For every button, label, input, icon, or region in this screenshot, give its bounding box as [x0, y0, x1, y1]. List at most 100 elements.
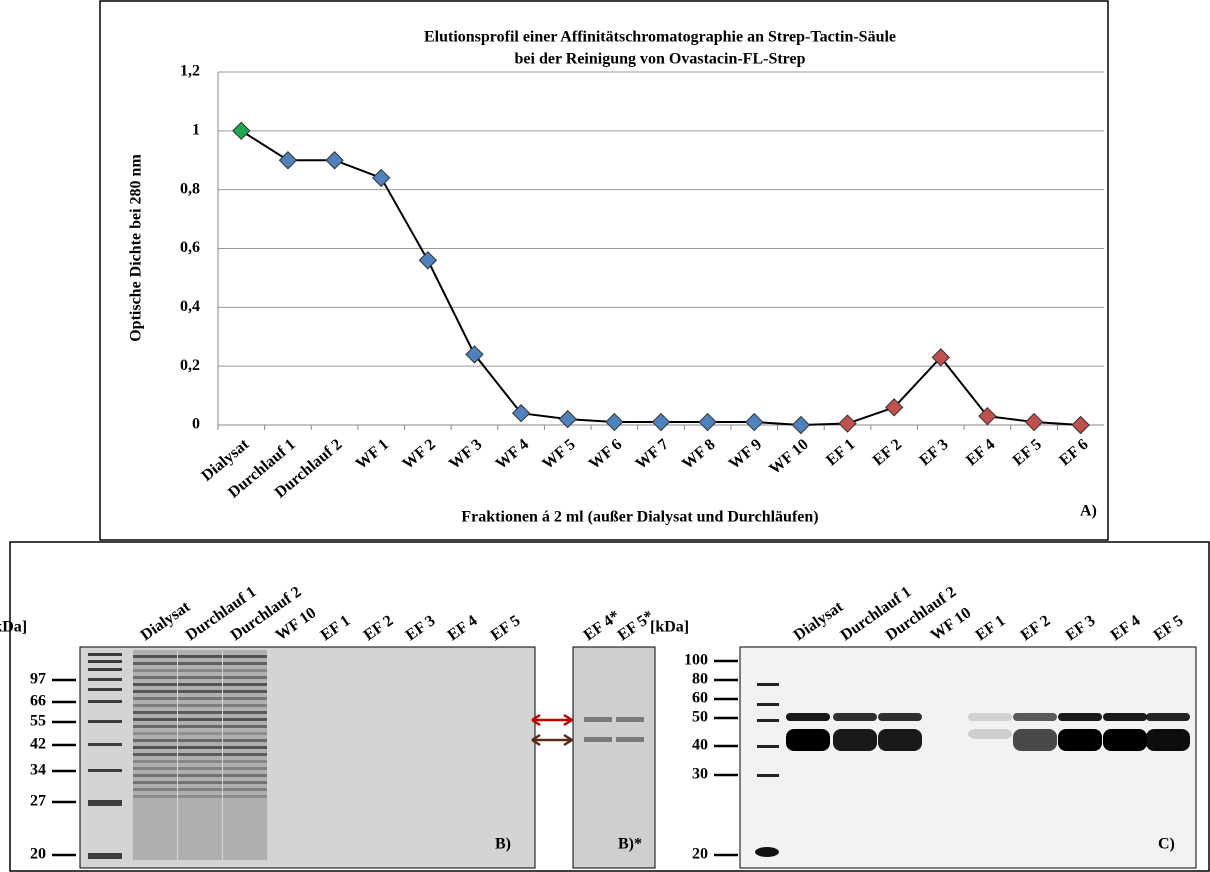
data-point [232, 121, 251, 141]
gel-band [133, 732, 177, 735]
marker-label: 100 [684, 652, 708, 669]
gel-band [88, 769, 122, 772]
x-tick-label: WF 8 [679, 436, 718, 473]
gel-band [1103, 713, 1147, 721]
gel-band [223, 662, 267, 665]
gel-band [223, 739, 267, 742]
gel-band [223, 767, 267, 770]
y-tick-label: 0,4 [180, 298, 200, 315]
gel-band [178, 760, 222, 763]
lane-label: EF 2 [1018, 612, 1054, 644]
gel-band [133, 774, 177, 777]
gel-band [223, 788, 267, 791]
lane-label: EF 5 [1151, 612, 1187, 644]
x-tick-label: WF 10 [766, 436, 812, 478]
x-tick-label: WF 6 [586, 436, 625, 473]
gel-band [178, 781, 222, 784]
gel-band [1058, 713, 1102, 721]
gel-band [88, 668, 122, 671]
marker-label: 27 [30, 793, 46, 810]
lane-label: Dialysat [791, 598, 847, 644]
panel-label: A) [1080, 503, 1097, 520]
gel-band [133, 753, 177, 756]
gel-band [968, 729, 1012, 739]
marker-label: 40 [692, 737, 708, 754]
x-tick-label: WF 9 [726, 436, 765, 473]
lane-label: EF 4* [581, 607, 623, 644]
marker-label: 60 [692, 690, 708, 707]
gel-band [223, 676, 267, 679]
gel-unit: [kDa] [0, 619, 27, 636]
gel-image [572, 646, 656, 869]
gel-band [133, 725, 177, 728]
marker-label: 97 [30, 671, 46, 688]
marker-label: 42 [30, 736, 46, 753]
lane-label: Dialysat [138, 598, 194, 644]
gel-band [1146, 729, 1190, 751]
x-tick-label: EF 4 [963, 436, 998, 470]
x-tick-label: WF 1 [353, 436, 392, 473]
gel-band [786, 729, 830, 751]
panel-label: C) [1158, 836, 1175, 853]
gel-band [757, 683, 779, 686]
gel-band [178, 739, 222, 742]
data-point [651, 412, 671, 432]
gel-band [178, 767, 222, 770]
x-tick-label: EF 5 [1010, 436, 1045, 470]
gel-band [616, 717, 644, 722]
data-point [278, 151, 298, 170]
gel-band [133, 746, 177, 749]
gel-band [1103, 729, 1147, 751]
x-tick-label: WF 2 [399, 436, 438, 473]
gel-band [178, 669, 222, 672]
data-point [978, 406, 997, 426]
gel-band [88, 700, 122, 703]
data-point [1024, 412, 1044, 432]
gel-band [88, 853, 122, 859]
gel-band [1146, 713, 1190, 721]
lane-label: EF 5 [488, 612, 524, 644]
x-tick-label: EF 3 [916, 436, 951, 470]
marker-label: 20 [30, 846, 46, 863]
gel-band [133, 795, 177, 798]
gel-band [178, 746, 222, 749]
gel-band [178, 711, 222, 714]
gel-band [178, 732, 222, 735]
gel-band [133, 697, 177, 700]
lane-label: EF 1 [973, 612, 1009, 644]
lane-label: EF 4 [445, 612, 481, 644]
gel-band [178, 704, 222, 707]
y-tick-label: 0,8 [180, 180, 200, 197]
panel-label: B)* [618, 836, 642, 853]
x-tick-label: WF 4 [493, 436, 532, 473]
gel-band [616, 737, 644, 742]
y-tick-label: 0 [192, 416, 200, 433]
panel-bc-frame [9, 541, 1210, 872]
gel-band [223, 718, 267, 721]
gel-band [1013, 729, 1057, 751]
gel-band [833, 729, 877, 751]
marker-label: 20 [692, 846, 708, 863]
gel-band [133, 683, 177, 686]
x-tick-label: EF 1 [823, 436, 858, 470]
marker-label: 30 [692, 766, 708, 783]
lane-label: EF 1 [318, 612, 354, 644]
gel-band [178, 753, 222, 756]
gel-band [88, 720, 122, 723]
gel-band [223, 655, 267, 658]
gel-band [757, 774, 779, 777]
gel-band [178, 718, 222, 721]
gel-band [223, 669, 267, 672]
gel-band [223, 774, 267, 777]
data-point [558, 409, 577, 429]
marker-label: 34 [30, 762, 46, 779]
y-tick-label: 0,2 [180, 357, 200, 374]
gel-band [88, 660, 122, 663]
gel-band [178, 655, 222, 658]
gel-band [786, 713, 830, 721]
panel-a-frame [99, 0, 1109, 541]
data-point [325, 151, 344, 170]
data-line [240, 129, 1081, 427]
